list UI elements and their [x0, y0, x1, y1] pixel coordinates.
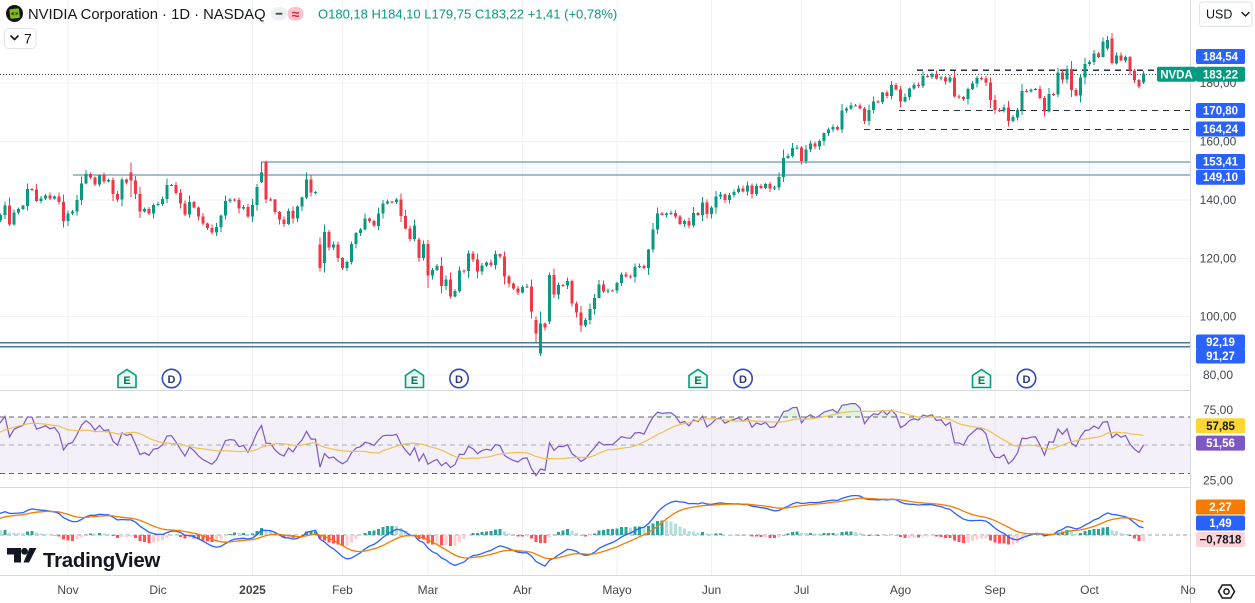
- svg-text:D: D: [1023, 374, 1031, 386]
- svg-text:75,00: 75,00: [1203, 403, 1233, 417]
- svg-text:184,54: 184,54: [1203, 52, 1239, 64]
- svg-text:25,00: 25,00: [1203, 474, 1233, 488]
- svg-text:Jun: Jun: [702, 583, 721, 597]
- svg-text:Mar: Mar: [418, 583, 439, 597]
- svg-text:153,41: 153,41: [1203, 157, 1239, 169]
- svg-text:E: E: [411, 375, 418, 387]
- svg-text:2,27: 2,27: [1209, 502, 1231, 514]
- svg-text:Jul: Jul: [794, 583, 809, 597]
- svg-text:Mayo: Mayo: [602, 583, 632, 597]
- svg-text:≈: ≈: [292, 6, 300, 22]
- svg-text:D: D: [739, 374, 747, 386]
- svg-text:91,27: 91,27: [1206, 351, 1235, 363]
- svg-text:Nov: Nov: [57, 583, 78, 597]
- svg-text:160,00: 160,00: [1200, 135, 1237, 149]
- svg-text:Abr: Abr: [513, 583, 532, 597]
- svg-text:No: No: [1180, 583, 1196, 597]
- svg-text:NVDA: NVDA: [1160, 69, 1193, 81]
- svg-text:Dic: Dic: [149, 583, 166, 597]
- svg-text:2025: 2025: [239, 583, 266, 597]
- svg-text:D: D: [455, 374, 463, 386]
- svg-text:USD: USD: [1206, 8, 1232, 22]
- svg-text:Oct: Oct: [1080, 583, 1099, 597]
- svg-text:TradingView: TradingView: [43, 549, 160, 572]
- svg-text:7: 7: [24, 31, 32, 47]
- svg-text:NVIDIA Corporation · 1D · NASD: NVIDIA Corporation · 1D · NASDAQ: [28, 7, 266, 23]
- svg-text:E: E: [123, 375, 130, 387]
- svg-text:Ago: Ago: [890, 583, 912, 597]
- svg-text:D: D: [168, 374, 176, 386]
- svg-text:E: E: [694, 375, 701, 387]
- svg-text:100,00: 100,00: [1200, 310, 1237, 324]
- svg-text:164,24: 164,24: [1203, 124, 1239, 136]
- svg-text:Sep: Sep: [984, 583, 1006, 597]
- svg-text:120,00: 120,00: [1200, 251, 1237, 265]
- svg-text:O180,18 H184,10 L179,75 C183,2: O180,18 H184,10 L179,75 C183,22 +1,41 (+…: [318, 7, 617, 22]
- svg-text:183,22: 183,22: [1203, 69, 1238, 81]
- svg-text:51,56: 51,56: [1206, 438, 1235, 450]
- svg-text:−0,7818: −0,7818: [1200, 535, 1242, 547]
- svg-text:57,85: 57,85: [1206, 421, 1235, 433]
- svg-text:E: E: [978, 375, 985, 387]
- svg-text:149,10: 149,10: [1203, 172, 1238, 184]
- svg-text:80,00: 80,00: [1203, 368, 1233, 382]
- svg-text:Feb: Feb: [332, 583, 353, 597]
- svg-text:92,19: 92,19: [1206, 337, 1235, 349]
- svg-text:140,00: 140,00: [1200, 193, 1237, 207]
- svg-text:1,49: 1,49: [1209, 518, 1231, 530]
- svg-text:170,80: 170,80: [1203, 106, 1238, 118]
